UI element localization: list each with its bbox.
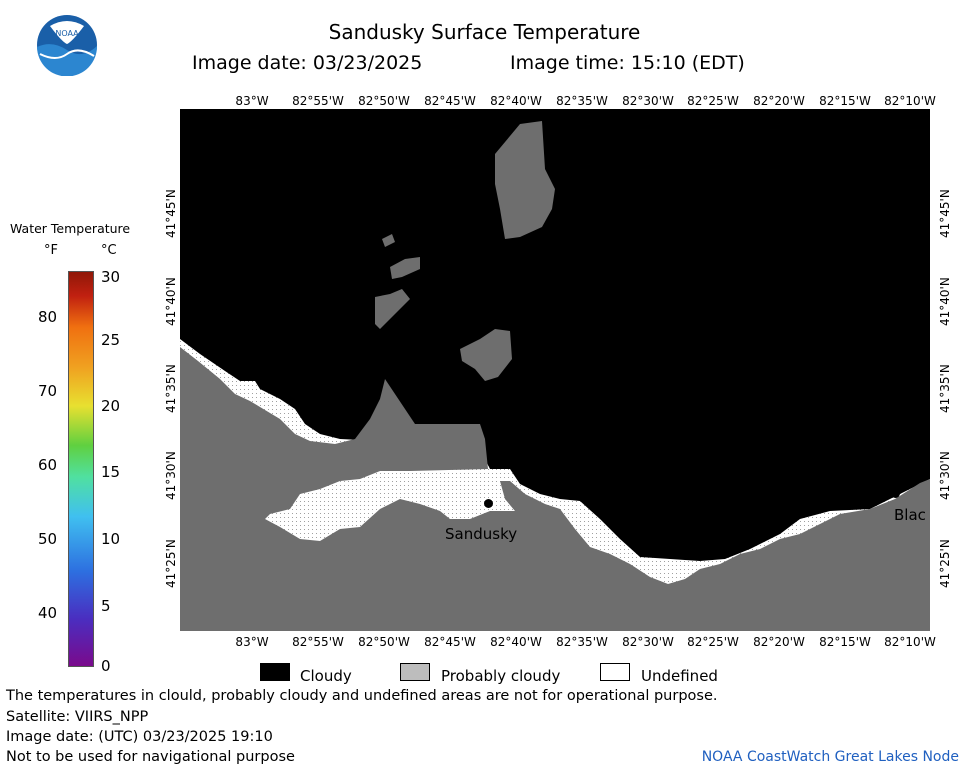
lat-label: 41°40'N	[164, 277, 178, 326]
lon-label: 82°55'W	[292, 635, 344, 649]
c-tick: 30	[101, 268, 121, 286]
lon-label: 82°15'W	[819, 94, 871, 108]
unit-fahrenheit: °F	[44, 243, 58, 258]
legend-swatch-cloudy	[260, 663, 290, 681]
f-tick: 70	[38, 382, 58, 400]
lon-label: 82°50'W	[358, 635, 410, 649]
utc-date-text: Image date: (UTC) 03/23/2025 19:10	[6, 729, 273, 745]
credit-text: NOAA CoastWatch Great Lakes Node	[701, 749, 959, 765]
lat-label: 41°35'N	[938, 364, 952, 413]
lat-label: 41°35'N	[164, 364, 178, 413]
lon-label: 82°35'W	[556, 94, 608, 108]
lat-label: 41°45'N	[938, 189, 952, 238]
legend-label-cloudy: Cloudy	[300, 667, 352, 685]
c-tick: 5	[101, 597, 111, 615]
legend-swatch-probably-cloudy	[400, 663, 430, 681]
navigation-warning: Not to be used for navigational purpose	[6, 749, 295, 765]
c-tick: 15	[101, 463, 121, 481]
lon-label: 83°W	[235, 94, 269, 108]
legend-label-undefined: Undefined	[641, 667, 718, 685]
lon-label: 82°10'W	[884, 635, 936, 649]
lon-label: 82°55'W	[292, 94, 344, 108]
lon-label: 82°45'W	[424, 635, 476, 649]
lon-label: 82°50'W	[358, 94, 410, 108]
noaa-logo-text: NOAA	[55, 29, 79, 38]
island	[495, 121, 555, 239]
lon-label: 82°20'W	[753, 94, 805, 108]
lon-label: 82°30'W	[622, 94, 674, 108]
place-label-sandusky: Sandusky	[445, 525, 518, 543]
lat-label: 41°45'N	[164, 189, 178, 238]
color-scale-title: Water Temperature	[10, 221, 131, 236]
lon-label: 82°45'W	[424, 94, 476, 108]
lon-label: 82°15'W	[819, 635, 871, 649]
noaa-logo: NOAA	[36, 14, 98, 77]
lat-label: 41°25'N	[164, 539, 178, 588]
sandusky-marker	[484, 499, 493, 508]
disclaimer-text: The temperatures in clould, probably clo…	[6, 688, 718, 704]
lat-label: 41°25'N	[938, 539, 952, 588]
lon-label: 82°40'W	[490, 635, 542, 649]
f-tick: 50	[38, 530, 58, 548]
lon-label: 82°20'W	[753, 635, 805, 649]
f-tick: 60	[38, 456, 58, 474]
c-tick: 10	[101, 530, 121, 548]
color-scale-bar	[68, 271, 94, 667]
unit-celsius: °C	[101, 243, 117, 258]
image-time: Image time: 15:10 (EDT)	[510, 52, 745, 74]
legend-label-probably-cloudy: Probably cloudy	[441, 667, 561, 685]
lon-label: 82°30'W	[622, 635, 674, 649]
land-area	[180, 347, 930, 631]
island	[460, 329, 512, 381]
place-label-blac: Blac	[894, 506, 926, 524]
island	[382, 234, 395, 247]
island	[375, 289, 410, 329]
c-tick: 0	[101, 657, 111, 675]
lon-label: 82°35'W	[556, 635, 608, 649]
lat-label: 41°40'N	[938, 277, 952, 326]
island	[390, 257, 420, 279]
black-river-marker	[891, 489, 900, 498]
map-panel: Sandusky Blac	[180, 109, 930, 631]
satellite-text: Satellite: VIIRS_NPP	[6, 709, 149, 725]
lon-label: 82°25'W	[687, 635, 739, 649]
lat-label: 41°30'N	[164, 451, 178, 500]
f-tick: 40	[38, 604, 58, 622]
f-tick: 80	[38, 308, 58, 326]
lon-label: 83°W	[235, 635, 269, 649]
lon-label: 82°25'W	[687, 94, 739, 108]
page-title: Sandusky Surface Temperature	[328, 20, 641, 44]
sandusky-bay-undefined	[265, 469, 515, 541]
lat-label: 41°30'N	[938, 451, 952, 500]
c-tick: 25	[101, 331, 121, 349]
legend-swatch-undefined	[600, 663, 630, 681]
lon-label: 82°40'W	[490, 94, 542, 108]
c-tick: 20	[101, 397, 121, 415]
lon-label: 82°10'W	[884, 94, 936, 108]
image-date: Image date: 03/23/2025	[192, 52, 423, 74]
